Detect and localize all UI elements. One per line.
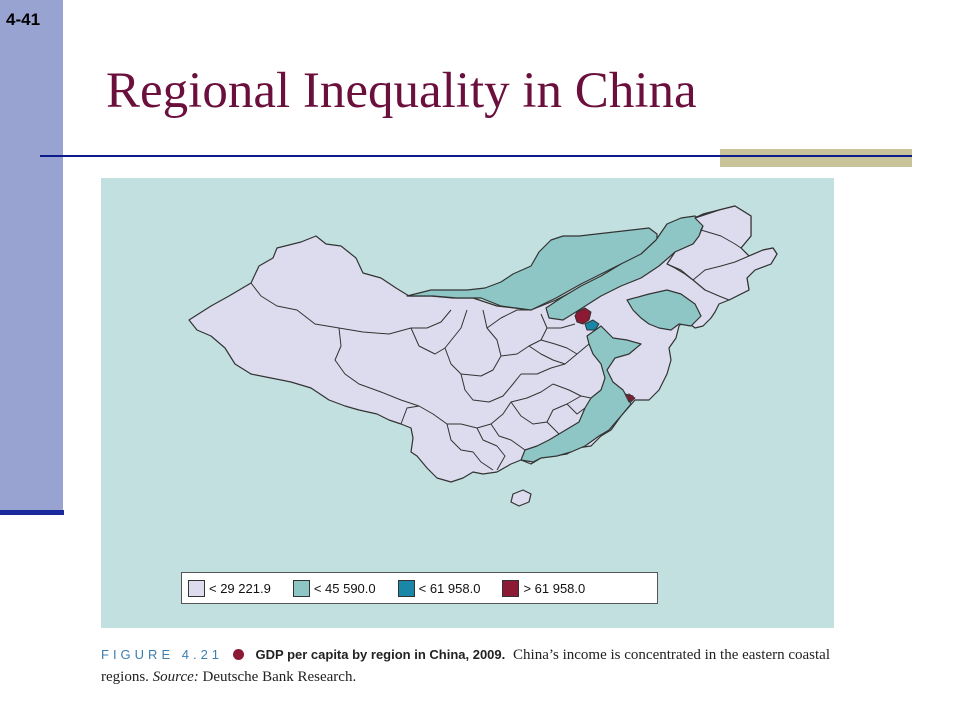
region-liaoning (626, 289, 702, 331)
map-panel: < 29 221.9 < 45 590.0 < 61 958.0 > 61 95… (101, 178, 834, 628)
region-inner-mongolia (406, 227, 658, 311)
caption-source-text: Deutsche Bank Research. (202, 669, 357, 685)
caption-bold: GDP per capita by region in China, 2009. (255, 647, 506, 662)
legend-item-mid: < 45 590.0 (292, 579, 376, 597)
legend-label-low: < 29 221.9 (209, 580, 271, 596)
region-east-coast (520, 325, 642, 463)
region-jilin (666, 205, 778, 301)
caption-text: China’s income is concentrated in the ea… (101, 647, 830, 685)
legend-swatch-mid (292, 579, 310, 597)
china-gdp-map (188, 205, 778, 507)
slide-number: 4-41 (6, 10, 41, 29)
legend-item-top: > 61 958.0 (502, 579, 586, 597)
caption-dot-icon (232, 649, 244, 660)
legend-swatch-low (188, 579, 205, 597)
region-hainan (510, 489, 532, 507)
figure-label: FIGURE 4.21 (101, 647, 224, 662)
region-tianjin (584, 319, 600, 331)
region-beijing (574, 307, 592, 325)
title-rule (40, 155, 912, 157)
region-heilongjiang-west (545, 215, 706, 321)
map-legend: < 29 221.9 < 45 590.0 < 61 958.0 > 61 95… (181, 572, 658, 604)
legend-swatch-high (397, 579, 415, 597)
left-sidebar (0, 0, 63, 512)
caption-source-label: Source: (152, 669, 199, 685)
legend-label-mid: < 45 590.0 (313, 580, 376, 596)
legend-item-low: < 29 221.9 (188, 579, 271, 597)
legend-label-high: < 61 958.0 (418, 580, 481, 596)
figure-caption: FIGURE 4.21 GDP per capita by region in … (101, 644, 841, 688)
legend-swatch-top (502, 579, 520, 597)
legend-item-high: < 61 958.0 (397, 579, 481, 597)
title-rule-accent (720, 149, 912, 167)
title-rule-accent-line (720, 155, 912, 157)
legend-label-top: > 61 958.0 (523, 580, 586, 596)
region-taiwan-marker (628, 393, 636, 403)
province-borders (250, 229, 750, 471)
sidebar-bottom-line (0, 510, 64, 515)
slide-title: Regional Inequality in China (106, 63, 697, 119)
